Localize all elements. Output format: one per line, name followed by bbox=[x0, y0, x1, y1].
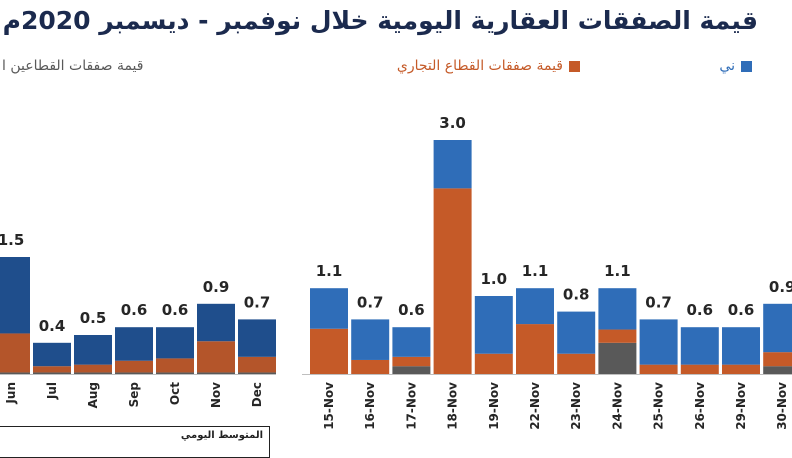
bar-segment bbox=[33, 342, 71, 367]
bar-segment bbox=[0, 333, 30, 373]
data-label: 1.0 bbox=[481, 270, 508, 288]
bar-segment bbox=[197, 303, 235, 342]
bar-segment bbox=[763, 303, 792, 353]
bar-segment bbox=[74, 372, 112, 374]
x-tick-label: 25-Nov bbox=[652, 382, 666, 430]
data-label: 0.7 bbox=[357, 293, 384, 311]
bar-segment bbox=[516, 324, 554, 374]
bar-segment bbox=[392, 366, 431, 374]
x-tick-label: Aug bbox=[86, 382, 100, 408]
x-tick-label: Sep bbox=[127, 382, 141, 408]
bar-segment bbox=[598, 342, 637, 374]
x-tick-label: 29-Nov bbox=[734, 382, 748, 430]
x-tick-label: Oct bbox=[168, 382, 182, 405]
legend-label-commercial: قيمة صفقات القطاع التجاري bbox=[396, 58, 563, 74]
bar-segment bbox=[0, 372, 30, 374]
bar-segment bbox=[156, 358, 194, 373]
bar-segment bbox=[680, 327, 719, 365]
x-tick-label: Jul bbox=[45, 382, 59, 400]
data-label: 0.6 bbox=[398, 301, 425, 319]
data-label: 0.7 bbox=[645, 293, 672, 311]
bar-segment bbox=[433, 188, 472, 374]
data-label: 0.5 bbox=[80, 309, 107, 327]
bar-segment bbox=[763, 352, 792, 367]
x-tick-label: 19-Nov bbox=[487, 382, 501, 430]
bar-segment bbox=[557, 353, 596, 374]
x-tick-label: Dec bbox=[250, 382, 264, 407]
bar-segment bbox=[474, 296, 513, 354]
legend-item-commercial: قيمة صفقات القطاع التجاري bbox=[397, 58, 580, 74]
legend-item-residential: ني bbox=[719, 58, 752, 74]
bar-segment bbox=[474, 353, 513, 374]
x-tick-label: 30-Nov bbox=[775, 382, 789, 430]
bar-segment bbox=[639, 319, 678, 365]
legend-swatch-residential bbox=[741, 60, 752, 72]
bar-segment bbox=[598, 329, 637, 343]
bar-segment bbox=[74, 364, 112, 373]
bar-segment bbox=[115, 372, 153, 374]
bar-segment bbox=[238, 356, 276, 373]
x-tick-label: 26-Nov bbox=[693, 382, 707, 430]
bar-segment bbox=[763, 366, 792, 374]
x-tick-label: 18-Nov bbox=[446, 382, 460, 430]
average-label: المتوسط اليومي bbox=[180, 430, 263, 441]
bar-chart: 1.5 Jun 0.4 Jul 0.5 Aug 0.6 Sep 0.6 Oct 0.9 Nov 0.7 D… bbox=[0, 114, 792, 430]
chart-title: قيمة الصفقات العقارية اليومية خلال نوفمب… bbox=[2, 6, 758, 35]
data-label: 0.6 bbox=[121, 301, 148, 319]
data-label: 0.6 bbox=[162, 301, 189, 319]
x-tick-label: 17-Nov bbox=[404, 382, 418, 430]
bar-segment bbox=[115, 360, 153, 373]
bar-segment bbox=[115, 327, 153, 361]
data-label: 0.8 bbox=[563, 286, 590, 304]
bar-segment bbox=[639, 364, 678, 374]
bar-segment bbox=[310, 328, 348, 374]
bar-segment bbox=[33, 366, 71, 373]
bar-segment bbox=[392, 327, 431, 357]
data-label: 0.6 bbox=[728, 301, 755, 319]
bar-segment bbox=[722, 327, 760, 365]
x-tick-label: Jun bbox=[4, 382, 18, 405]
bar-segment bbox=[351, 359, 390, 374]
x-tick-label: 23-Nov bbox=[569, 382, 583, 430]
bar-segment bbox=[516, 288, 554, 325]
bar-segment bbox=[197, 341, 235, 373]
x-tick-label: 16-Nov bbox=[363, 382, 377, 430]
bar-segment bbox=[0, 257, 30, 334]
x-tick-label: 22-Nov bbox=[528, 382, 542, 430]
data-label: 0.7 bbox=[244, 293, 271, 311]
x-tick-label: 15-Nov bbox=[322, 382, 336, 430]
bar-segment bbox=[722, 364, 760, 374]
bar-segment bbox=[433, 140, 472, 189]
data-label: 1.1 bbox=[522, 262, 549, 280]
x-tick-label: Nov bbox=[209, 382, 223, 408]
bar-segment bbox=[197, 372, 235, 374]
bar-segment bbox=[156, 372, 194, 374]
bar-segment bbox=[238, 319, 276, 357]
data-label: 0.4 bbox=[39, 317, 66, 335]
bar-segment bbox=[156, 327, 194, 359]
legend-label-residential: ني bbox=[719, 58, 735, 74]
legend-label-other: قيمة صفقات القطاعين ا bbox=[2, 58, 144, 74]
average-box: المتوسط اليومي bbox=[0, 426, 270, 458]
legend-item-other: قيمة صفقات القطاعين ا bbox=[2, 58, 143, 74]
bar-segment bbox=[392, 356, 431, 367]
x-tick-label: 24-Nov bbox=[610, 382, 624, 430]
legend-swatch-commercial bbox=[569, 60, 580, 72]
bar-segment bbox=[351, 319, 390, 360]
data-label: 0.6 bbox=[687, 301, 714, 319]
bar-segment bbox=[33, 372, 71, 374]
data-label: 0.9 bbox=[203, 278, 230, 296]
bar-segment bbox=[557, 311, 596, 354]
data-label: 1.1 bbox=[316, 262, 343, 280]
data-label: 3.0 bbox=[439, 114, 466, 132]
bar-segment bbox=[238, 372, 276, 374]
data-label: 0.9 bbox=[769, 278, 792, 296]
data-label: 1.1 bbox=[604, 262, 631, 280]
bar-segment bbox=[598, 288, 637, 330]
bar-segment bbox=[74, 335, 112, 365]
bar-segment bbox=[310, 288, 348, 329]
data-label: 1.5 bbox=[0, 231, 24, 249]
bar-segment bbox=[680, 364, 719, 374]
